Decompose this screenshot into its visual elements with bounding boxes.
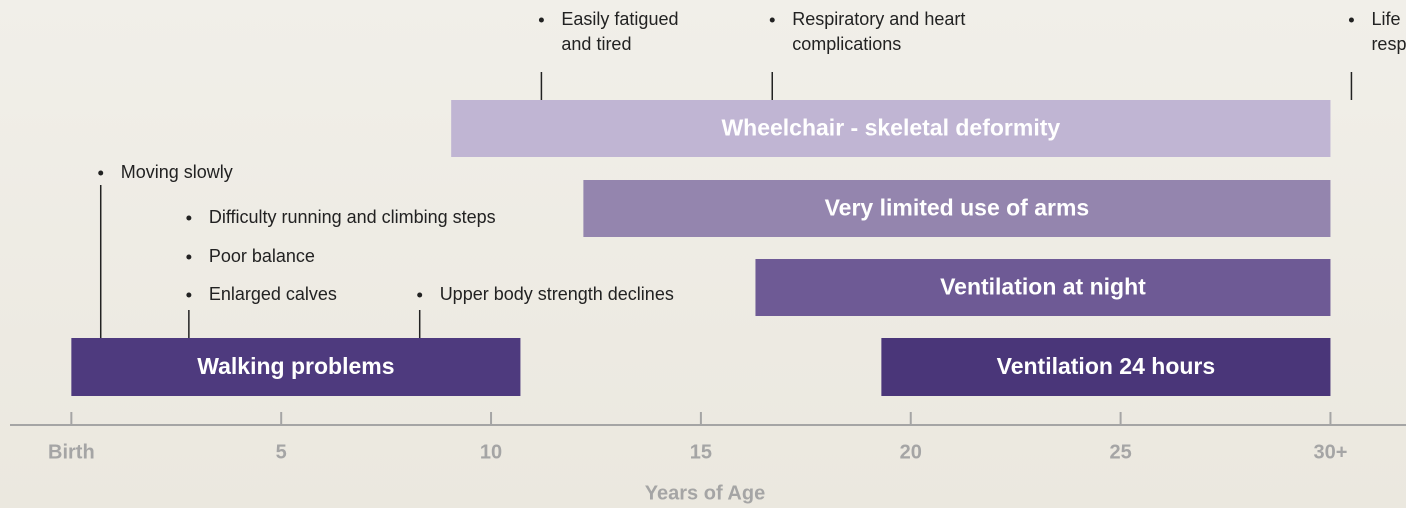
- x-tick-label: 5: [276, 441, 287, 463]
- x-tick-label: 15: [690, 441, 712, 463]
- x-tick-label: 30+: [1313, 441, 1347, 463]
- bar-label: Ventilation at night: [940, 274, 1146, 300]
- bullet: [98, 170, 104, 176]
- bar-label: Ventilation 24 hours: [997, 353, 1216, 379]
- annotation-text: and tired: [561, 34, 631, 54]
- bullet: [538, 17, 544, 23]
- bullet: [186, 215, 192, 221]
- annotation-text: respiratory or cardiac failure: [1371, 34, 1406, 54]
- annotation-text: Respiratory and heart: [792, 9, 965, 29]
- annotation-text: Moving slowly: [121, 162, 233, 182]
- bullet: [769, 17, 775, 23]
- x-tick-label: 10: [480, 441, 502, 463]
- annotation-text: Enlarged calves: [209, 284, 337, 304]
- bullet: [417, 292, 423, 298]
- bar: [71, 338, 521, 396]
- bar: [881, 338, 1331, 396]
- annotation-text: Poor balance: [209, 246, 315, 266]
- x-tick-label: 25: [1109, 441, 1131, 463]
- annotation-text: complications: [792, 34, 901, 54]
- bar-label: Wheelchair - skeletal deformity: [721, 115, 1060, 141]
- annotation-text: Easily fatigued: [561, 9, 678, 29]
- x-tick-label: Birth: [48, 441, 95, 463]
- bar-label: Very limited use of arms: [825, 195, 1090, 221]
- bullet: [186, 292, 192, 298]
- annotation-text: Upper body strength declines: [440, 284, 674, 304]
- x-tick-label: 20: [900, 441, 922, 463]
- annotation-text: Difficulty running and climbing steps: [209, 207, 496, 227]
- bar-label: Walking problems: [197, 353, 394, 379]
- bullet: [186, 254, 192, 260]
- bullet: [1348, 17, 1354, 23]
- bar: [451, 100, 1331, 157]
- bar: [755, 259, 1331, 316]
- x-axis-title: Years of Age: [645, 482, 765, 504]
- annotation-text: Life limited due to: [1371, 9, 1406, 29]
- bar: [583, 180, 1331, 237]
